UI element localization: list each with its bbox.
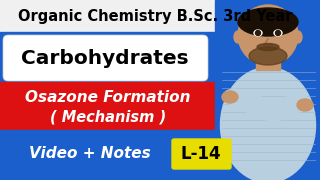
FancyBboxPatch shape [172,139,231,169]
Text: Video + Notes: Video + Notes [29,147,151,161]
Ellipse shape [220,68,316,180]
Bar [0,0,320,32]
Ellipse shape [238,8,298,36]
Ellipse shape [238,5,298,65]
Ellipse shape [297,99,313,111]
Ellipse shape [234,31,242,43]
Text: Osazone Formation: Osazone Formation [25,91,191,105]
Bar [0,82,320,130]
Bar [0,32,320,82]
Bar [0,130,320,180]
Circle shape [255,30,260,35]
Ellipse shape [224,89,272,115]
Ellipse shape [222,91,238,103]
Bar [215,0,320,180]
Ellipse shape [254,30,262,36]
Bar [256,50,280,70]
Text: Carbohydrates: Carbohydrates [21,48,189,68]
Ellipse shape [249,47,287,65]
Ellipse shape [274,30,282,36]
Ellipse shape [257,44,279,51]
Circle shape [276,30,281,35]
Ellipse shape [261,95,309,121]
Text: Organic Chemistry B.Sc. 3rd Year: Organic Chemistry B.Sc. 3rd Year [18,10,292,24]
FancyBboxPatch shape [3,35,208,81]
Text: ( Mechanism ): ( Mechanism ) [50,109,166,125]
Ellipse shape [294,31,302,43]
Text: L-14: L-14 [181,145,221,163]
